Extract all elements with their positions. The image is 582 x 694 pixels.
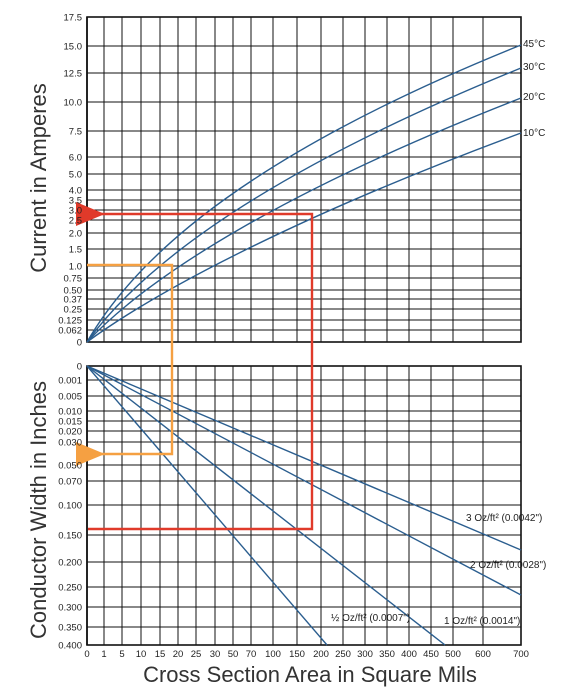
x-tick-label: 5 — [119, 649, 124, 660]
upper-y-tick-label: 0.50 — [64, 286, 83, 297]
lower-y-tick-label: 0.005 — [58, 392, 82, 403]
lower-y-tick-label: 0.030 — [58, 438, 82, 449]
x-tick-label: 400 — [401, 649, 417, 660]
upper-y-tick-label: 12.5 — [64, 69, 83, 80]
upper-y-tick-label: 2.5 — [69, 216, 82, 227]
upper-y-tick-label: 0.125 — [58, 316, 82, 327]
lower-curve-label: 3 Oz/ft² (0.0042") — [466, 513, 542, 524]
lower-y-tick-label: 0.050 — [58, 461, 82, 472]
example-red-path — [76, 202, 314, 531]
upper-curve — [86, 97, 522, 343]
x-tick-label: 100 — [265, 649, 281, 660]
upper-curve — [86, 132, 522, 343]
upper-y-tick-label: 1.5 — [69, 245, 82, 256]
lower-curve — [86, 365, 328, 646]
upper-curve-label: 20°C — [523, 92, 545, 103]
upper-curve-label: 10°C — [523, 128, 545, 139]
upper-y-tick-label: 0.37 — [64, 295, 83, 306]
upper-curve-label: 30°C — [523, 62, 545, 73]
x-tick-label: 25 — [191, 649, 202, 660]
upper-y-tick-label: 3.5 — [69, 196, 82, 207]
x-tick-label: 150 — [289, 649, 305, 660]
x-axis-label: Cross Section Area in Square Mils — [143, 662, 477, 687]
upper-curve-label: 45°C — [523, 39, 545, 50]
lower-y-tick-label: 0.300 — [58, 603, 82, 614]
lower-curve-label: ½ Oz/ft² (0.0007") — [331, 613, 410, 624]
lower-y-tick-label: 0 — [77, 362, 82, 373]
lower-curve-label: 1 Oz/ft² (0.0014") — [444, 616, 520, 627]
x-tick-label: 500 — [445, 649, 461, 660]
x-tick-label: 15 — [155, 649, 166, 660]
upper-curve — [86, 67, 522, 343]
x-tick-label: 450 — [423, 649, 439, 660]
lower-y-tick-label: 0.250 — [58, 583, 82, 594]
x-tick-label: 600 — [475, 649, 491, 660]
x-tick-label: 20 — [173, 649, 184, 660]
curves: 45°C 30°C 20°C 10°C 3 Oz/ft² (0.0042") 2 Oz/f… — [86, 39, 546, 646]
upper-y-tick-label: 4.0 — [69, 186, 82, 197]
upper-y-tick-label: 0 — [77, 338, 82, 349]
upper-y-tick-label: 5.0 — [69, 170, 82, 181]
lower-y-tick-label: 0.020 — [58, 427, 82, 438]
x-tick-label: 10 — [136, 649, 147, 660]
x-tick-label: 30 — [210, 649, 221, 660]
lower-y-tick-label: 0.070 — [58, 477, 82, 488]
upper-y-tick-label: 3.0 — [69, 206, 82, 217]
upper-curve — [86, 44, 522, 343]
upper-y-tick-label: 15.0 — [64, 42, 83, 53]
lower-y-tick-label: 0.001 — [58, 376, 82, 387]
x-tick-label: 250 — [335, 649, 351, 660]
x-tick-label: 50 — [228, 649, 239, 660]
x-tick-label: 300 — [357, 649, 373, 660]
lower-y-tick-label: 0.010 — [58, 407, 82, 418]
x-tick-label: 700 — [513, 649, 529, 660]
upper-y-tick-label: 2.0 — [69, 229, 82, 240]
example-paths — [76, 202, 314, 531]
x-tick-label: 200 — [313, 649, 329, 660]
upper-y-tick-label: 7.5 — [69, 127, 82, 138]
x-tick-label: 0 — [84, 649, 89, 660]
lower-y-tick-label: 0.015 — [58, 417, 82, 428]
lower-curve — [86, 365, 446, 646]
lower-y-axis-label: Conductor Width in Inches — [26, 381, 51, 639]
upper-y-tick-label: 1.0 — [69, 262, 82, 273]
upper-y-tick-label: 6.0 — [69, 153, 82, 164]
tick-labels: 0 1 5 10 15 20 25 30 50 70 100 150 200 250 300 350 400 45… — [58, 13, 529, 661]
upper-y-tick-label: 17.5 — [64, 13, 83, 24]
lower-curve — [86, 365, 522, 596]
lower-y-tick-label: 0.400 — [58, 641, 82, 652]
lower-y-tick-label: 0.200 — [58, 558, 82, 569]
lower-y-tick-label: 0.150 — [58, 531, 82, 542]
upper-y-tick-label: 0.75 — [64, 274, 83, 285]
lower-y-tick-label: 0.350 — [58, 623, 82, 634]
x-tick-label: 70 — [246, 649, 257, 660]
example-orange-path — [76, 263, 174, 466]
upper-grid — [86, 16, 522, 343]
lower-y-tick-label: 0.100 — [58, 501, 82, 512]
x-tick-label: 1 — [101, 649, 106, 660]
plot-frame — [86, 16, 522, 343]
lower-curve-label: 2 Oz/ft² (0.0028") — [470, 560, 546, 571]
upper-y-tick-label: 0.062 — [58, 326, 82, 337]
upper-y-axis-label: Current in Amperes — [26, 83, 51, 273]
upper-y-tick-label: 10.0 — [64, 98, 83, 109]
x-tick-label: 350 — [379, 649, 395, 660]
upper-y-tick-label: 0.25 — [64, 305, 83, 316]
lower-curve — [86, 365, 522, 551]
lower-grid — [86, 365, 522, 646]
